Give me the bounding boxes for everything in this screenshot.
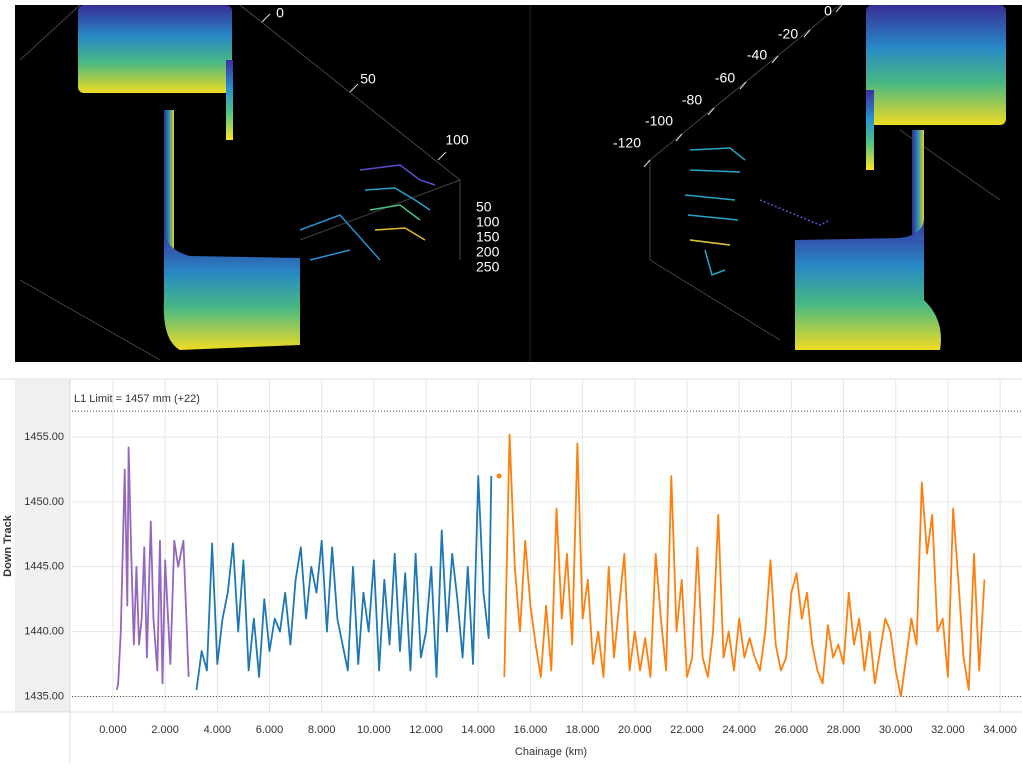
y-tick-label: 1455.00 bbox=[24, 431, 64, 443]
x-tick-label: 2.000 bbox=[151, 724, 179, 736]
y-tick-label: 1445.00 bbox=[24, 561, 64, 573]
x-tick-label: 14.000 bbox=[461, 724, 495, 736]
x-tick-label: 26.000 bbox=[775, 724, 809, 736]
x-tick-label: 22.000 bbox=[670, 724, 704, 736]
axis-label: 150 bbox=[476, 229, 500, 245]
axis-label: 250 bbox=[476, 259, 500, 275]
x-tick-label: 4.000 bbox=[204, 724, 232, 736]
series-line bbox=[117, 447, 189, 690]
point-cloud-view: 0 50 100 50 100 150 200 250 0 -20 -40 -6… bbox=[15, 3, 1022, 362]
axis-label: 0 bbox=[276, 5, 284, 21]
axis-label: 100 bbox=[445, 132, 469, 148]
x-tick-label: 8.000 bbox=[308, 724, 336, 736]
axis-label: 200 bbox=[476, 244, 500, 260]
x-tick-label: 6.000 bbox=[256, 724, 284, 736]
axis-label: 50 bbox=[360, 71, 376, 87]
series-line bbox=[504, 434, 984, 696]
axis-label: -80 bbox=[682, 92, 702, 108]
point bbox=[497, 473, 502, 478]
axis-label: -20 bbox=[778, 26, 798, 42]
series-line bbox=[196, 476, 491, 690]
page: 0 50 100 50 100 150 200 250 0 -20 -40 -6… bbox=[0, 0, 1022, 763]
axis-label: 100 bbox=[476, 214, 500, 230]
axis-label: 50 bbox=[476, 199, 492, 215]
x-tick-label: 18.000 bbox=[566, 724, 600, 736]
y-tick-label: 1450.00 bbox=[24, 496, 64, 508]
x-tick-label: 16.000 bbox=[514, 724, 548, 736]
plot-area: 1435.00 1440.00 1445.00 1450.00 1455.00 0.000… bbox=[24, 380, 1022, 736]
axis-label: -60 bbox=[715, 70, 735, 86]
screen: 0 50 100 50 100 150 200 250 0 -20 -40 -6… bbox=[0, 0, 1022, 763]
x-tick-label: 20.000 bbox=[618, 724, 652, 736]
x-tick-label: 32.000 bbox=[931, 724, 965, 736]
limit-label: L1 Limit = 1457 mm (+22) bbox=[74, 393, 200, 405]
axis-label: 0 bbox=[824, 3, 832, 19]
y-axis-title: Down Track bbox=[2, 514, 14, 577]
x-tick-label: 12.000 bbox=[409, 724, 443, 736]
x-tick-label: 28.000 bbox=[827, 724, 861, 736]
x-tick-label: 30.000 bbox=[879, 724, 913, 736]
x-tick-label: 34.000 bbox=[983, 724, 1017, 736]
y-axis-gutter bbox=[15, 380, 70, 712]
axis-label: -120 bbox=[613, 135, 641, 151]
axis-label: -40 bbox=[747, 47, 767, 63]
axis-label: -100 bbox=[645, 113, 673, 129]
y-tick-label: 1440.00 bbox=[24, 626, 64, 638]
x-tick-label: 24.000 bbox=[722, 724, 756, 736]
x-axis-title: Chainage (km) bbox=[515, 746, 587, 758]
x-tick-label: 10.000 bbox=[357, 724, 391, 736]
x-tick-label: 0.000 bbox=[99, 724, 127, 736]
y-tick-label: 1435.00 bbox=[24, 690, 64, 702]
